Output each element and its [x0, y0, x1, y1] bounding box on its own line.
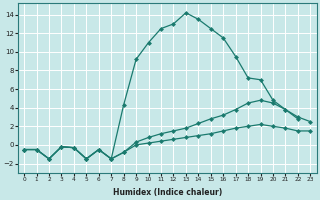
X-axis label: Humidex (Indice chaleur): Humidex (Indice chaleur) [113, 188, 222, 197]
